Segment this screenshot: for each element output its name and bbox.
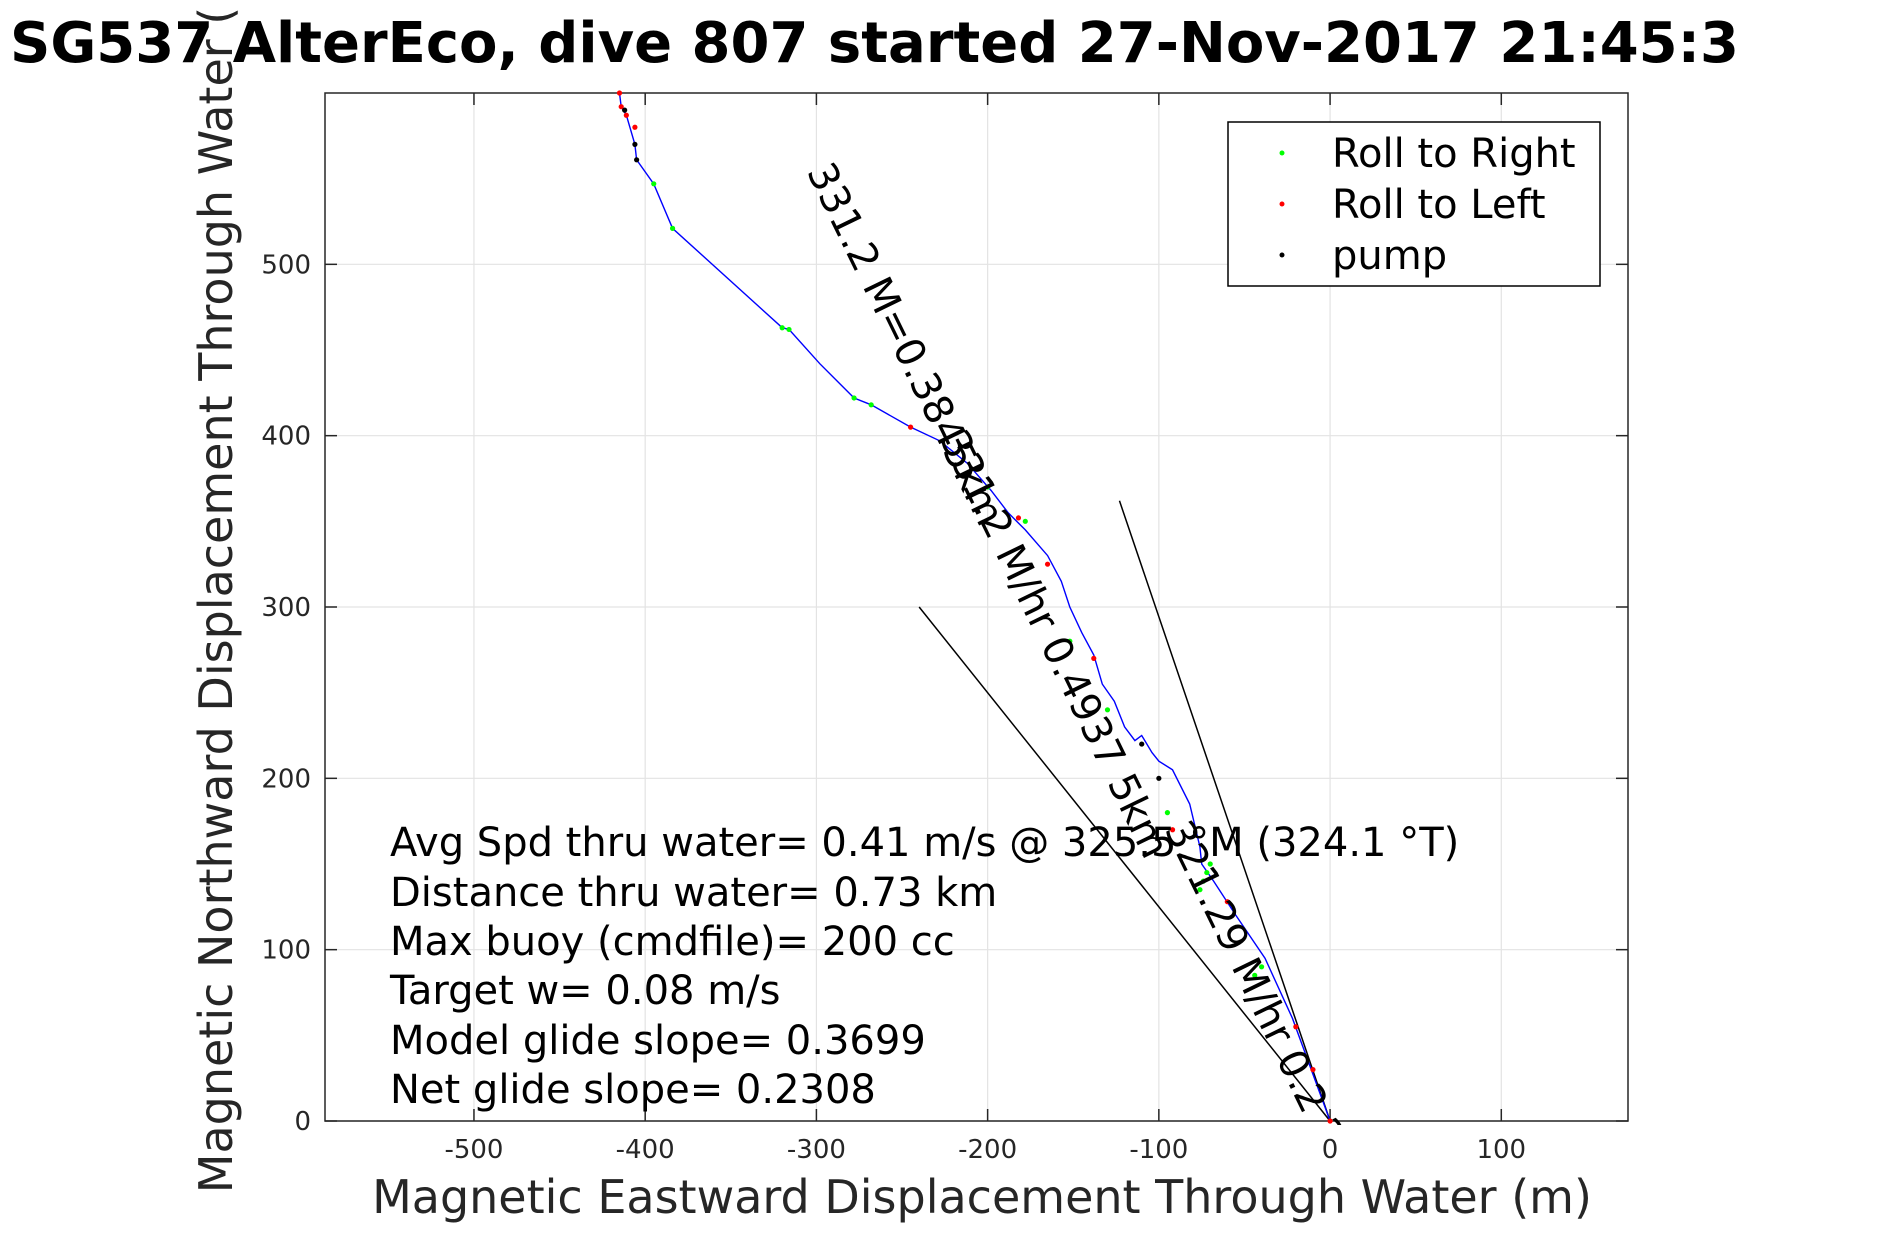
legend-marker-roll-right — [1279, 150, 1285, 156]
roll-right-point — [786, 326, 792, 333]
chart-title: SG537 AlterEco, dive 807 started 27-Nov-… — [10, 11, 1739, 76]
roll-right-point — [1164, 810, 1171, 816]
roll-right-point — [1252, 972, 1258, 978]
y-axis-label: Magnetic Northward Displacement Through … — [189, 7, 243, 1193]
y-tick-label: 0 — [294, 1107, 311, 1137]
roll-left-point — [1327, 1118, 1333, 1124]
roll-right-point — [1104, 707, 1111, 713]
y-tick-label: 300 — [261, 593, 311, 623]
y-tick-label: 400 — [261, 422, 311, 452]
legend-marker-roll-left — [1279, 201, 1285, 207]
note-target-w: Target w= 0.08 m/s — [389, 968, 780, 1014]
roll-left-point — [632, 124, 638, 130]
pump-point — [634, 157, 640, 163]
x-tick-label: -400 — [616, 1135, 675, 1165]
legend-label-roll-right: Roll to Right — [1332, 131, 1576, 177]
x-tick-label: -300 — [787, 1135, 846, 1165]
note-max-buoy: Max buoy (cmdfile)= 200 cc — [390, 919, 955, 965]
roll-right-point — [1207, 861, 1213, 867]
roll-right-point — [651, 181, 657, 187]
y-tick-label: 200 — [261, 764, 311, 794]
roll-left-point — [616, 90, 623, 96]
roll-left-point — [1044, 561, 1051, 567]
x-tick-label: -100 — [1129, 1135, 1188, 1165]
roll-right-point — [985, 484, 991, 490]
legend-label-pump: pump — [1332, 233, 1447, 279]
roll-right-point — [1258, 964, 1265, 970]
roll-left-point — [907, 424, 914, 430]
roll-left-point — [1310, 1067, 1316, 1073]
note-distance: Distance thru water= 0.73 km — [390, 870, 997, 916]
roll-right-point — [1200, 878, 1206, 884]
roll-right-point — [669, 225, 676, 231]
roll-left-point — [1224, 899, 1230, 905]
roll-left-point — [1091, 655, 1097, 662]
y-tick-label: 100 — [261, 936, 311, 966]
roll-left-point — [618, 104, 624, 110]
reference-line — [918, 606, 1331, 1122]
roll-right-point — [779, 325, 785, 331]
roll-left-point — [623, 112, 629, 118]
roll-left-point — [1169, 827, 1176, 833]
y-tick-label: 500 — [261, 250, 311, 280]
x-tick-label: -200 — [958, 1135, 1017, 1165]
x-axis-label: Magnetic Eastward Displacement Through W… — [372, 1170, 1592, 1224]
pump-point — [1156, 775, 1162, 781]
pump-point — [1139, 741, 1145, 747]
pump-point — [622, 107, 628, 113]
roll-right-point — [851, 395, 857, 401]
legend-label-roll-left: Roll to Left — [1332, 182, 1546, 228]
reference-line — [1118, 500, 1331, 1122]
note-net-glide-slope: Net glide slope= 0.2308 — [390, 1067, 876, 1113]
roll-left-point — [1015, 515, 1022, 521]
pump-point — [632, 141, 638, 147]
legend-marker-pump — [1279, 252, 1285, 258]
x-tick-label: 100 — [1476, 1135, 1526, 1165]
roll-right-point — [868, 402, 874, 408]
legend-box — [1227, 121, 1601, 287]
x-tick-label: -500 — [444, 1135, 503, 1165]
legend: Roll to Right Roll to Left pump — [1227, 121, 1601, 287]
roll-left-point — [1293, 1024, 1299, 1030]
dive-summary-notes: Avg Spd thru water= 0.41 m/s @ 325.5 °M … — [389, 820, 1459, 1113]
note-avg-speed: Avg Spd thru water= 0.41 m/s @ 325.5 °M … — [390, 820, 1459, 866]
roll-right-point — [1197, 887, 1203, 893]
roll-right-point — [1204, 869, 1210, 876]
roll-right-point — [1067, 638, 1073, 644]
x-tick-label: 0 — [1322, 1135, 1339, 1165]
roll-right-point — [1022, 518, 1028, 524]
note-model-glide-slope: Model glide slope= 0.3699 — [390, 1018, 926, 1064]
track-line — [618, 92, 1331, 1122]
